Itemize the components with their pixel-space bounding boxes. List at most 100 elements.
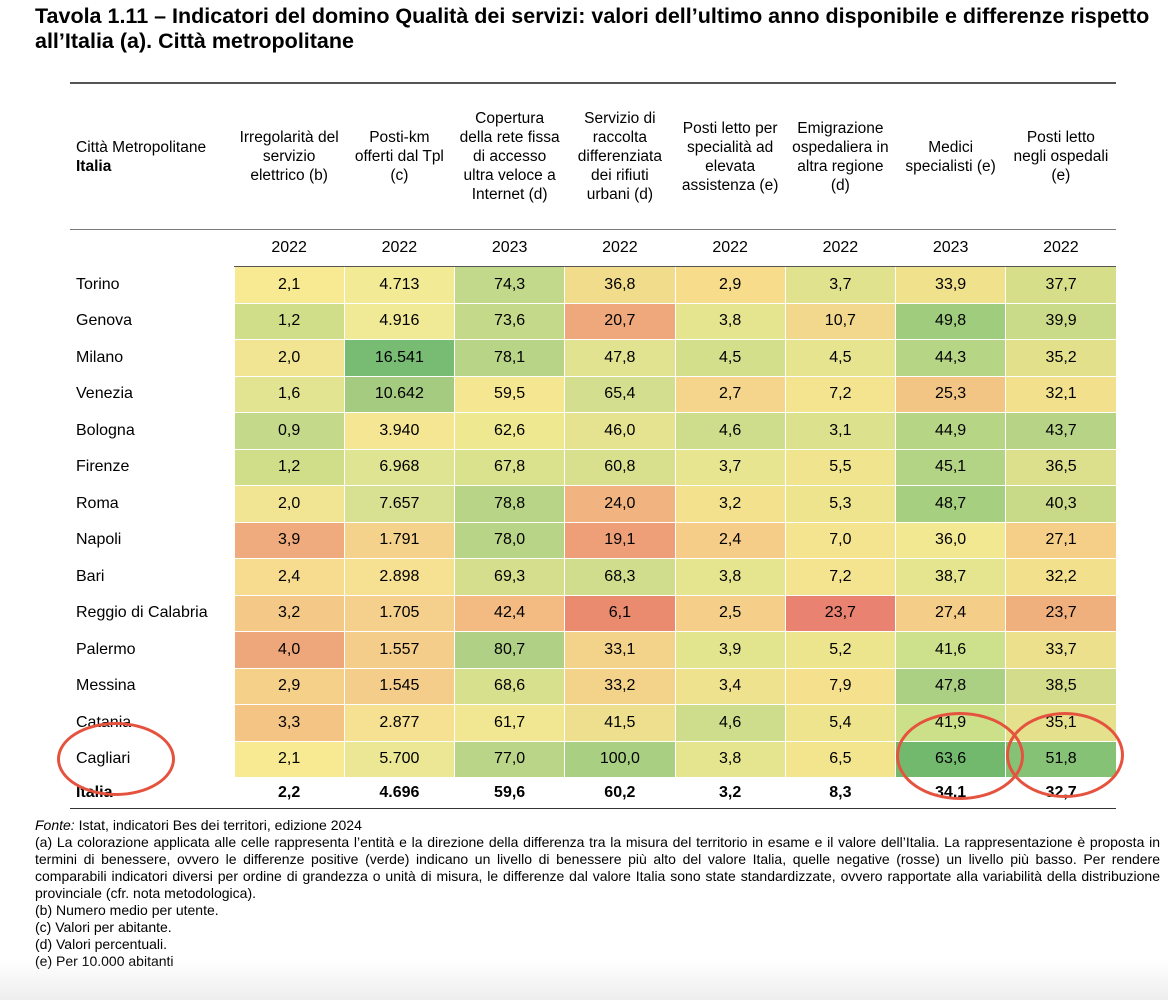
value-cell: 3,2	[674, 485, 786, 523]
value-cell: 3,9	[674, 631, 786, 669]
value-cell: 5.700	[343, 741, 455, 778]
value-cell: 3,1	[784, 412, 896, 450]
column-header: Emigrazione ospedaliera in altra regione…	[785, 82, 896, 230]
value-cell: 3,3	[233, 704, 345, 742]
value-cell: 41,9	[894, 704, 1006, 742]
value-cell: 2,7	[674, 376, 786, 413]
value-cell: 33,1	[564, 631, 675, 669]
value-cell: 49,8	[894, 303, 1006, 340]
value-cell: 2,4	[674, 522, 786, 559]
footnotes: Fonte: Istat, indicatori Bes dei territo…	[35, 817, 1160, 970]
header-first-line2: Italia	[76, 157, 112, 175]
column-header: Posti letto negli ospedali (e)	[1005, 82, 1116, 230]
city-name: Messina	[70, 668, 234, 705]
value-cell: 6.968	[343, 449, 455, 486]
value-cell: 10,7	[784, 303, 896, 340]
table-row: Bologna 0,9 3.940 62,6 46,0 4,6 3,1 44,9 43,7	[70, 412, 1116, 450]
city-name: Palermo	[70, 631, 234, 669]
value-cell: 5,5	[784, 449, 896, 486]
source-text: Istat, indicatori Bes dei territori, edi…	[74, 817, 362, 833]
value-cell: 67,8	[453, 449, 565, 486]
table-row: Cagliari 2,1 5.700 77,0 100,0 3,8 6,5 63,6 51,8	[70, 741, 1116, 778]
value-cell: 3,8	[674, 303, 786, 340]
value-cell: 35,2	[1005, 339, 1116, 377]
value-cell: 4,0	[233, 631, 345, 669]
value-cell: 2,0	[233, 485, 345, 523]
value-cell: 74,3	[453, 266, 565, 304]
value-cell: 1,6	[233, 376, 345, 413]
value-cell: 36,5	[1005, 449, 1116, 486]
header-first-line1: Città Metropolitane	[76, 138, 207, 156]
value-cell: 44,9	[894, 412, 1006, 450]
value-cell: 62,6	[453, 412, 565, 450]
value-cell: 1.557	[343, 631, 455, 669]
table-body: Torino 2,1 4.713 74,3 36,8 2,9 3,7 33,9 37,7 Geno…	[70, 266, 1116, 809]
value-cell: 2,1	[233, 741, 345, 778]
column-header: Posti-km offerti dal Tpl (c)	[344, 82, 455, 230]
value-cell: 68,6	[453, 668, 565, 705]
value-cell: 63,6	[894, 741, 1006, 778]
value-cell: 69,3	[453, 558, 565, 596]
value-cell: 3,7	[784, 266, 896, 304]
value-cell: 78,8	[453, 485, 565, 523]
value-cell: 61,7	[453, 704, 565, 742]
value-cell: 1,2	[233, 449, 345, 486]
value-cell: 59,5	[453, 376, 565, 413]
total-value-cell: 3,2	[674, 777, 786, 809]
note-b: (b) Numero medio per utente.	[35, 902, 219, 918]
value-cell: 6,5	[784, 741, 896, 778]
value-cell: 1.705	[343, 595, 455, 632]
value-cell: 7.657	[343, 485, 455, 523]
table-row: Palermo 4,0 1.557 80,7 33,1 3,9 5,2 41,6 33,7	[70, 631, 1116, 669]
header-row: Città Metropolitane Italia Irregolarità …	[70, 82, 1116, 230]
year-cell: 2022	[1005, 229, 1116, 267]
city-name: Cagliari	[70, 741, 234, 778]
city-name: Firenze	[70, 449, 234, 486]
total-value-cell: 59,6	[453, 777, 565, 809]
table-row: Roma 2,0 7.657 78,8 24,0 3,2 5,3 48,7 40,3	[70, 485, 1116, 523]
city-name: Torino	[70, 266, 234, 304]
value-cell: 80,7	[453, 631, 565, 669]
value-cell: 38,5	[1005, 668, 1116, 705]
value-cell: 25,3	[894, 376, 1006, 413]
city-name: Roma	[70, 485, 234, 523]
note-source: Fonte: Istat, indicatori Bes dei territo…	[35, 817, 1160, 834]
value-cell: 4,6	[674, 704, 786, 742]
value-cell: 42,4	[453, 595, 565, 632]
total-value-cell: 34,1	[894, 777, 1006, 809]
total-value-cell: 4.696	[343, 777, 455, 809]
value-cell: 27,4	[894, 595, 1006, 632]
value-cell: 1.545	[343, 668, 455, 705]
value-cell: 2,4	[233, 558, 345, 596]
column-header: Medici specialisti (e)	[895, 82, 1006, 230]
value-cell: 60,8	[564, 449, 675, 486]
value-cell: 77,0	[453, 741, 565, 778]
value-cell: 5,2	[784, 631, 896, 669]
value-cell: 41,6	[894, 631, 1006, 669]
value-cell: 6,1	[564, 595, 675, 632]
value-cell: 35,1	[1005, 704, 1116, 742]
year-cell: 2022	[675, 229, 786, 267]
value-cell: 47,8	[564, 339, 675, 377]
city-name: Bari	[70, 558, 234, 596]
value-cell: 4,6	[674, 412, 786, 450]
value-cell: 5,4	[784, 704, 896, 742]
value-cell: 68,3	[564, 558, 675, 596]
value-cell: 48,7	[894, 485, 1006, 523]
header-first-cell: Città Metropolitane Italia	[70, 82, 234, 230]
value-cell: 32,2	[1005, 558, 1116, 596]
value-cell: 36,0	[894, 522, 1006, 559]
value-cell: 3,4	[674, 668, 786, 705]
value-cell: 3,9	[233, 522, 345, 559]
column-header: Copertura della rete fissa di accesso ul…	[454, 82, 565, 230]
indicators-table: Città Metropolitane Italia Irregolarità …	[70, 82, 1116, 809]
value-cell: 23,7	[784, 595, 896, 632]
value-cell: 0,9	[233, 412, 345, 450]
table-row: Torino 2,1 4.713 74,3 36,8 2,9 3,7 33,9 37,7	[70, 266, 1116, 304]
table-row: Messina 2,9 1.545 68,6 33,2 3,4 7,9 47,8 38,5	[70, 668, 1116, 705]
total-value-cell: 60,2	[564, 777, 675, 809]
source-label: Fonte:	[35, 817, 75, 833]
value-cell: 4,5	[674, 339, 786, 377]
value-cell: 3,8	[674, 741, 786, 778]
city-name: Napoli	[70, 522, 234, 559]
